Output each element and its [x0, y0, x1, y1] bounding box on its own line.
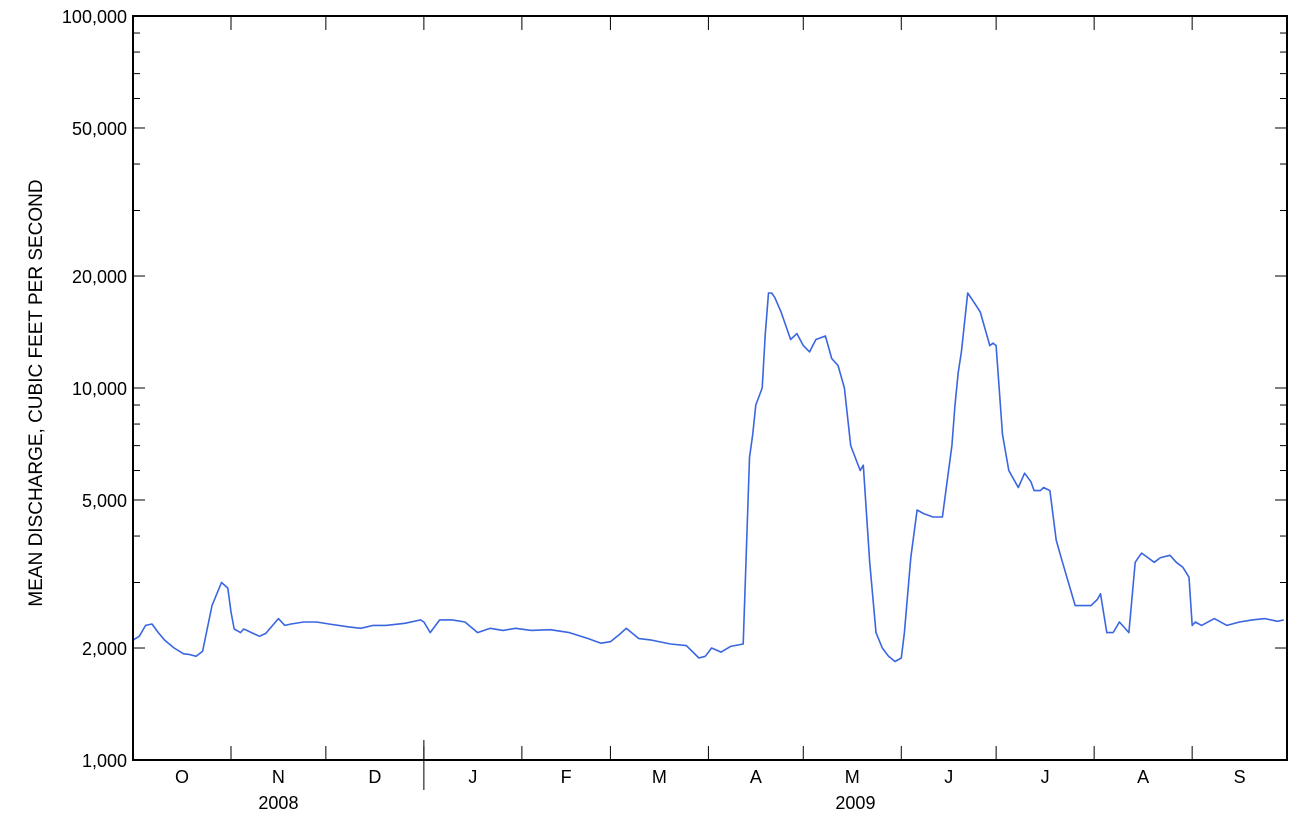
x-month-label: N — [272, 767, 285, 787]
x-month-label: J — [1041, 767, 1050, 787]
x-month-label: A — [1137, 767, 1149, 787]
y-tick-label: 5,000 — [82, 491, 127, 511]
y-tick-label: 20,000 — [72, 267, 127, 287]
y-axis-title: MEAN DISCHARGE, CUBIC FEET PER SECOND — [26, 179, 47, 606]
x-month-label: D — [368, 767, 381, 787]
x-month-label: O — [175, 767, 189, 787]
x-month-label: S — [1234, 767, 1246, 787]
y-tick-label: 50,000 — [72, 119, 127, 139]
y-tick-label: 2,000 — [82, 639, 127, 659]
x-year-label: 2008 — [258, 793, 298, 813]
axis-labels: 1,000 2,000 5,000 10,000 20,000 50,000 100,000… — [62, 7, 1246, 813]
plot-frame — [132, 15, 1288, 761]
x-month-label: M — [652, 767, 667, 787]
x-month-label: F — [561, 767, 572, 787]
x-month-label: M — [845, 767, 860, 787]
axis-ticks — [133, 15, 1287, 790]
y-tick-label: 10,000 — [72, 379, 127, 399]
series-line-discharge — [132, 292, 1284, 663]
y-tick-label: 100,000 — [62, 7, 127, 27]
x-year-label: 2009 — [835, 793, 875, 813]
x-month-label: A — [750, 767, 762, 787]
x-month-label: J — [468, 767, 477, 787]
x-month-label: J — [944, 767, 953, 787]
y-tick-label: 1,000 — [82, 751, 127, 771]
